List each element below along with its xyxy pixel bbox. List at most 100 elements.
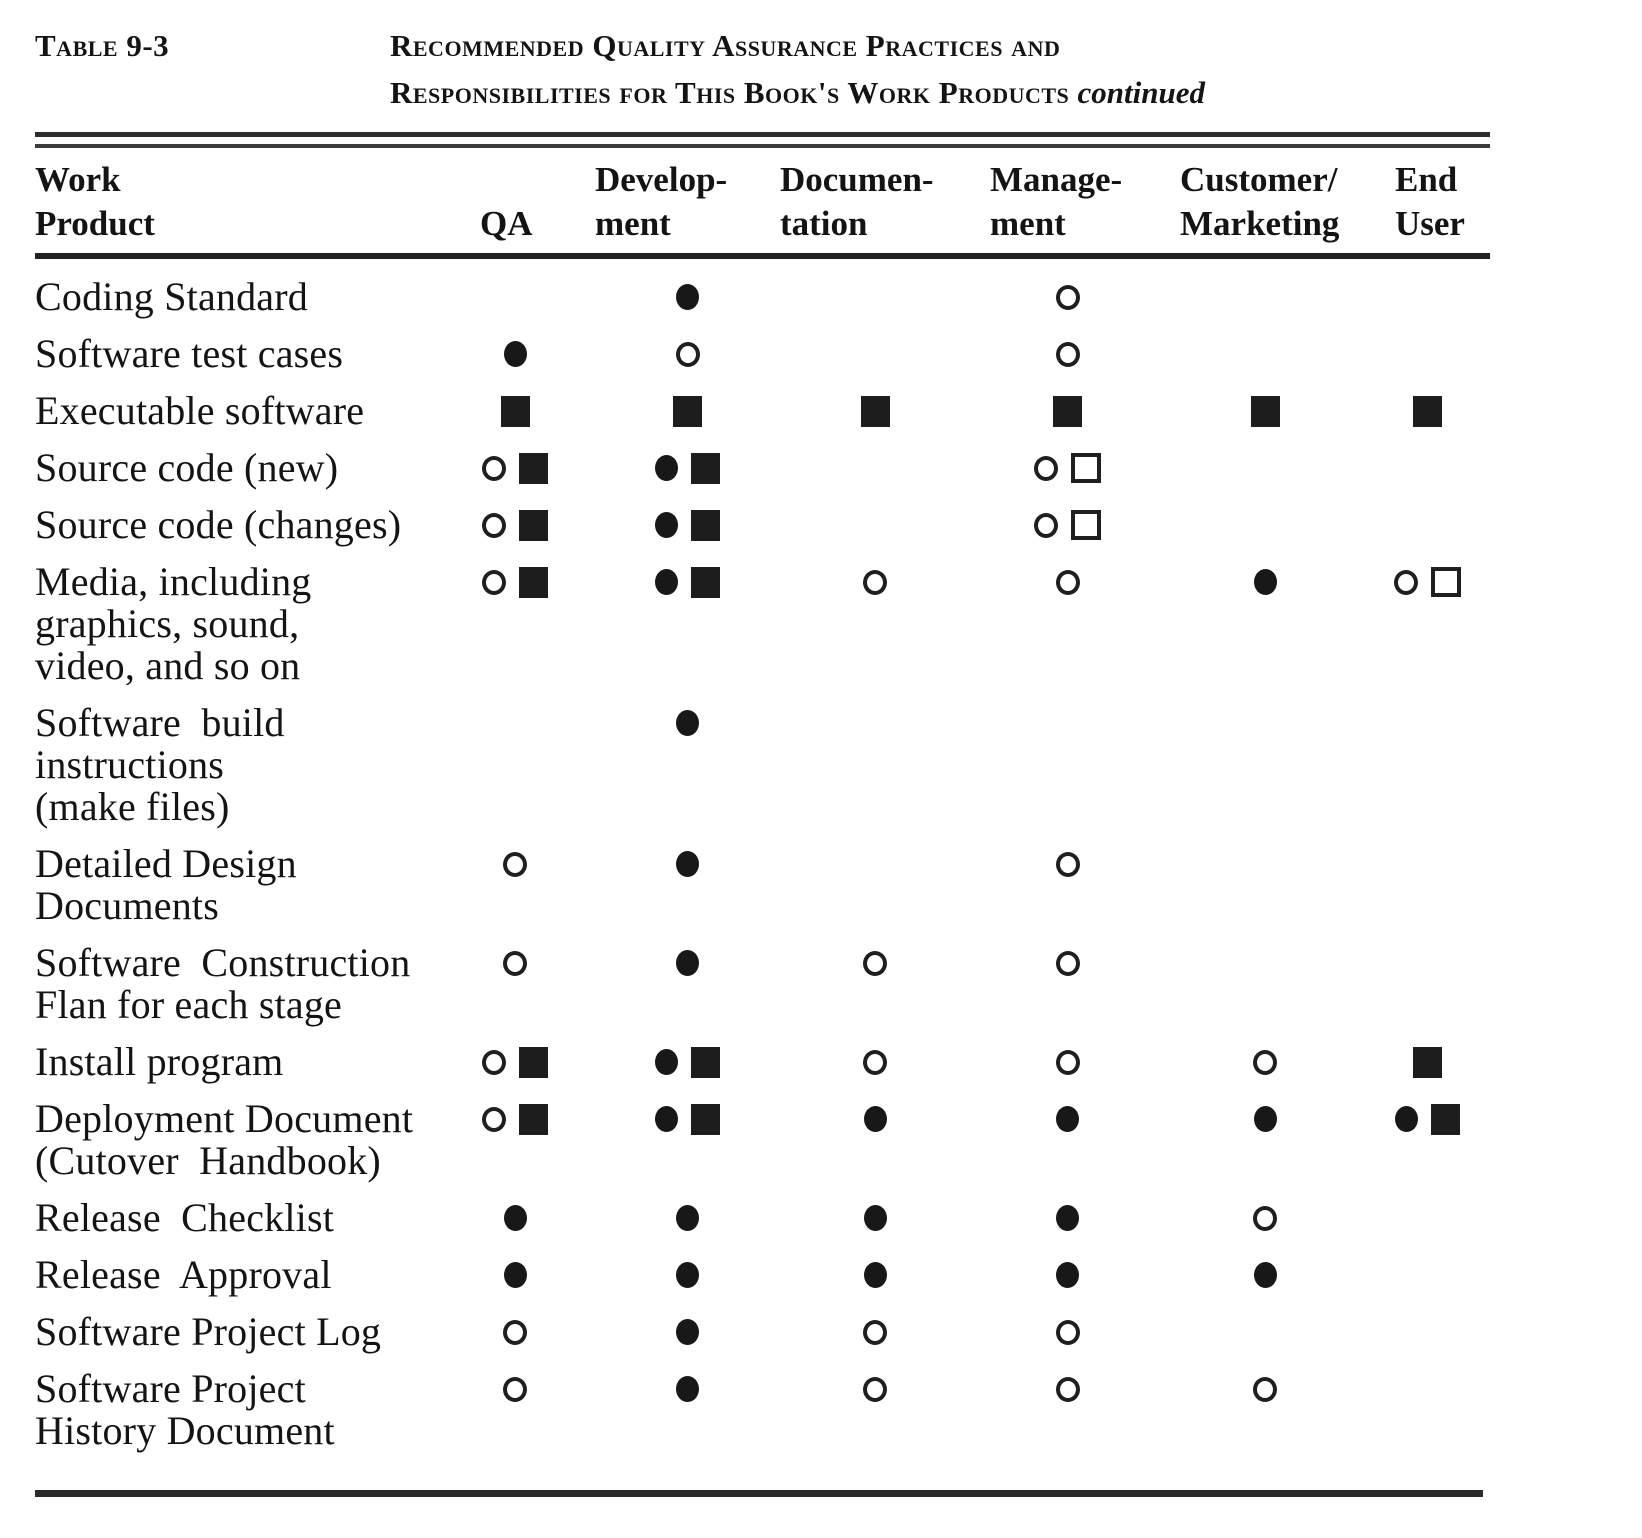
end-user-cell <box>1365 447 1490 489</box>
open-square-icon <box>1071 453 1101 483</box>
filled-circle-icon <box>676 1376 699 1402</box>
open-circle-icon <box>1055 1376 1080 1402</box>
open-circle-icon <box>1055 1049 1080 1075</box>
management-cell <box>970 390 1165 432</box>
open-circle-icon <box>1055 1319 1080 1345</box>
development-cell <box>595 447 780 489</box>
open-circle-icon <box>1034 512 1058 538</box>
table-row: Detailed Design Documents <box>35 843 1490 927</box>
documentation-cell <box>780 702 970 744</box>
filled-circle-icon <box>1056 1205 1079 1231</box>
filled-square-icon <box>1431 1103 1460 1135</box>
filled-circle-icon <box>1253 1106 1277 1132</box>
table-row: Software Project History Document <box>35 1368 1490 1452</box>
filled-square-icon <box>519 1103 548 1135</box>
top-double-rule <box>35 132 1490 148</box>
filled-square-icon <box>1413 1046 1442 1078</box>
column-header-end-user: End User <box>1395 160 1465 243</box>
filled-circle-icon <box>1395 1106 1418 1132</box>
open-circle-icon <box>863 1376 887 1402</box>
end-user-cell <box>1365 1098 1490 1140</box>
management-cell <box>970 1254 1165 1296</box>
documentation-cell <box>780 1311 970 1353</box>
open-circle-icon <box>863 950 887 976</box>
end-user-cell <box>1365 504 1490 546</box>
filled-circle-icon <box>676 851 699 877</box>
filled-square-icon <box>673 395 702 427</box>
qa-cell <box>435 276 595 318</box>
filled-square-icon <box>519 566 548 598</box>
filled-circle-icon <box>655 1106 678 1132</box>
management-cell <box>970 1098 1165 1140</box>
end-user-cell <box>1365 1041 1490 1083</box>
table-title-line2: Responsibilities for This Book's Work Pr… <box>390 75 1070 110</box>
documentation-cell <box>780 333 970 375</box>
work-product-label: Install program <box>35 1039 284 1084</box>
table-row: Coding Standard <box>35 276 1490 318</box>
open-circle-icon <box>482 455 506 481</box>
work-product-label: Release Checklist <box>35 1195 335 1240</box>
development-cell <box>595 1254 780 1296</box>
header-rule <box>35 253 1490 259</box>
end-user-cell <box>1365 333 1490 375</box>
filled-square-icon <box>691 1103 720 1135</box>
customer-marketing-cell <box>1165 333 1365 375</box>
end-user-cell <box>1365 843 1490 885</box>
filled-circle-icon <box>503 341 527 367</box>
management-cell <box>970 942 1165 984</box>
table-row: Source code (changes) <box>35 504 1490 546</box>
customer-marketing-cell <box>1165 702 1365 744</box>
development-cell <box>595 276 780 318</box>
column-header-management: Manage- ment <box>990 160 1123 243</box>
qa-cell <box>435 504 595 546</box>
filled-circle-icon <box>863 1205 887 1231</box>
end-user-cell <box>1365 1311 1490 1353</box>
customer-marketing-cell <box>1165 504 1365 546</box>
end-user-cell <box>1365 390 1490 432</box>
filled-circle-icon <box>1253 1262 1277 1288</box>
table-row: Executable software <box>35 390 1490 432</box>
end-user-cell <box>1365 1254 1490 1296</box>
customer-marketing-cell <box>1165 942 1365 984</box>
customer-marketing-cell <box>1165 390 1365 432</box>
development-cell <box>595 843 780 885</box>
work-product-label: Coding Standard <box>35 274 308 319</box>
open-circle-icon <box>1253 1376 1277 1402</box>
documentation-cell <box>780 1368 970 1410</box>
management-cell <box>970 702 1165 744</box>
customer-marketing-cell <box>1165 561 1365 603</box>
filled-square-icon <box>691 566 720 598</box>
documentation-cell <box>780 1098 970 1140</box>
filled-circle-icon <box>655 569 678 595</box>
filled-circle-icon <box>1253 569 1277 595</box>
qa-cell <box>435 843 595 885</box>
documentation-cell <box>780 276 970 318</box>
end-user-cell <box>1365 942 1490 984</box>
work-product-label: Detailed Design Documents <box>35 841 297 928</box>
filled-circle-icon <box>655 455 678 481</box>
development-cell <box>595 1311 780 1353</box>
table-row: Release Checklist <box>35 1197 1490 1239</box>
management-cell <box>970 276 1165 318</box>
open-circle-icon <box>1034 455 1058 481</box>
open-circle-icon <box>863 1319 887 1345</box>
filled-circle-icon <box>676 950 699 976</box>
filled-square-icon <box>860 395 890 427</box>
qa-cell <box>435 1098 595 1140</box>
work-product-label: Software Project History Document <box>35 1366 335 1453</box>
open-circle-icon <box>482 1049 506 1075</box>
column-header-qa: QA <box>480 204 533 243</box>
end-user-cell <box>1365 1368 1490 1410</box>
qa-cell <box>435 1368 595 1410</box>
filled-square-icon <box>691 1046 720 1078</box>
column-header-documentation: Documen- tation <box>780 160 934 243</box>
open-circle-icon <box>1055 851 1080 877</box>
open-circle-icon <box>863 569 887 595</box>
open-circle-icon <box>1055 341 1080 367</box>
customer-marketing-cell <box>1165 1041 1365 1083</box>
bottom-rule <box>35 1490 1483 1497</box>
table-row: Source code (new) <box>35 447 1490 489</box>
management-cell <box>970 447 1165 489</box>
column-header-row: Work Product QA Develop- ment Documen- t… <box>35 158 1490 246</box>
